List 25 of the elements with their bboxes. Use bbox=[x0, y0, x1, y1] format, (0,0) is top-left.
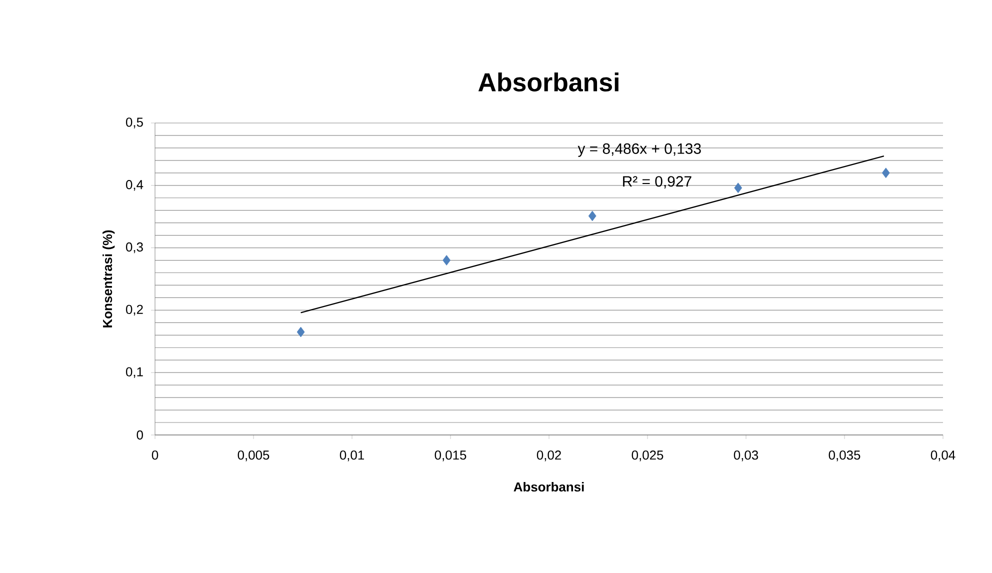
annotation: y = 8,486x + 0,133 bbox=[578, 143, 701, 157]
x-tick-label: 0,005 bbox=[238, 450, 270, 462]
x-tick-label: 0,03 bbox=[734, 450, 758, 462]
point bbox=[588, 210, 596, 222]
y-tick-label: 0,5 bbox=[126, 118, 143, 128]
x-tick-label: 0,015 bbox=[434, 450, 466, 462]
x-tick-label: 0,025 bbox=[632, 450, 664, 462]
annotation: R² = 0,927 bbox=[623, 176, 692, 188]
point bbox=[882, 168, 890, 178]
y-tick-label: 0 bbox=[136, 430, 143, 440]
y-axis-title: Konsentrasi (%) bbox=[102, 230, 115, 328]
y-tick-label: 0,4 bbox=[126, 180, 144, 191]
y-tick-label: 0,3 bbox=[126, 242, 143, 254]
chart-title: Absorbansi bbox=[478, 72, 618, 92]
x-axis-title: Absorbansi bbox=[514, 482, 584, 492]
x-tick-label: 0,035 bbox=[828, 450, 860, 462]
x-tick-label: 0,04 bbox=[930, 450, 956, 462]
point bbox=[442, 255, 451, 266]
y-tick-label: 0,2 bbox=[126, 304, 143, 316]
point bbox=[296, 326, 305, 338]
x-tick-label: 0,01 bbox=[340, 450, 364, 462]
x-tick-label: 0 bbox=[152, 450, 158, 460]
point bbox=[734, 182, 742, 194]
x-tick-label: 0,02 bbox=[536, 450, 561, 462]
y-tick-label: 0,1 bbox=[126, 367, 143, 378]
